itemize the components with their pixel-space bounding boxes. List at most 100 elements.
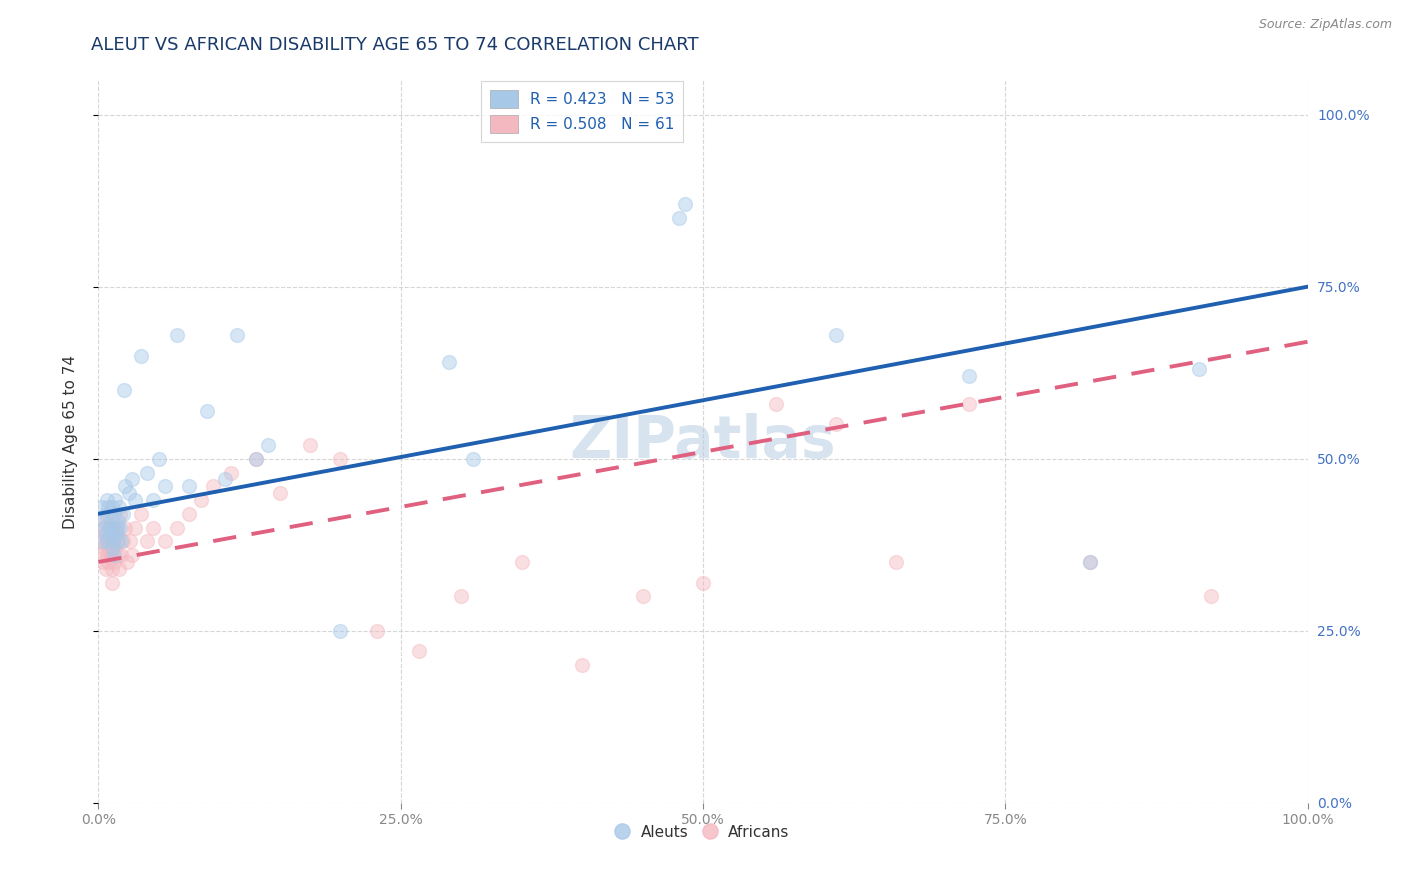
Point bbox=[153, 479, 176, 493]
Point bbox=[96, 534, 118, 549]
Point bbox=[245, 451, 267, 466]
Point bbox=[825, 327, 848, 342]
Point bbox=[100, 562, 122, 576]
Point bbox=[226, 327, 249, 342]
Point bbox=[957, 397, 980, 411]
Point bbox=[100, 548, 122, 562]
Point bbox=[111, 507, 134, 521]
Point bbox=[366, 624, 388, 638]
Point bbox=[825, 417, 848, 432]
Point bbox=[105, 527, 128, 541]
Point bbox=[101, 534, 124, 549]
Point bbox=[105, 520, 128, 534]
Point bbox=[1078, 555, 1101, 569]
Point bbox=[91, 514, 114, 528]
Point bbox=[100, 575, 122, 590]
Point bbox=[135, 466, 157, 480]
Point bbox=[98, 527, 121, 541]
Point bbox=[100, 514, 122, 528]
Point bbox=[98, 534, 121, 549]
Point bbox=[94, 562, 117, 576]
Point bbox=[93, 520, 115, 534]
Point bbox=[110, 548, 132, 562]
Point bbox=[91, 555, 114, 569]
Point bbox=[105, 520, 128, 534]
Point bbox=[190, 493, 212, 508]
Legend: Aleuts, Africans: Aleuts, Africans bbox=[610, 819, 796, 846]
Point bbox=[957, 369, 980, 384]
Text: ZIPatlas: ZIPatlas bbox=[569, 413, 837, 470]
Point bbox=[97, 541, 120, 556]
Point bbox=[631, 590, 654, 604]
Point bbox=[673, 197, 696, 211]
Point bbox=[510, 555, 533, 569]
Point bbox=[108, 520, 131, 534]
Point bbox=[153, 534, 176, 549]
Point bbox=[202, 479, 225, 493]
Point bbox=[103, 548, 125, 562]
Point bbox=[135, 534, 157, 549]
Text: Source: ZipAtlas.com: Source: ZipAtlas.com bbox=[1258, 18, 1392, 31]
Point bbox=[101, 520, 124, 534]
Point bbox=[97, 500, 120, 514]
Point bbox=[179, 479, 201, 493]
Point bbox=[98, 520, 121, 534]
Point bbox=[100, 541, 122, 556]
Point bbox=[129, 349, 152, 363]
Point bbox=[408, 644, 430, 658]
Point bbox=[256, 438, 278, 452]
Point bbox=[166, 520, 188, 534]
Point bbox=[214, 472, 236, 486]
Point bbox=[571, 658, 593, 673]
Point bbox=[112, 383, 135, 397]
Point bbox=[668, 211, 690, 225]
Point bbox=[107, 514, 129, 528]
Point bbox=[886, 555, 908, 569]
Point bbox=[104, 493, 127, 508]
Point bbox=[91, 500, 114, 514]
Point bbox=[94, 514, 117, 528]
Point bbox=[103, 507, 125, 521]
Point bbox=[110, 534, 132, 549]
Point bbox=[96, 534, 118, 549]
Point bbox=[1199, 590, 1222, 604]
Point bbox=[1188, 362, 1211, 376]
Point bbox=[129, 507, 152, 521]
Point bbox=[269, 486, 291, 500]
Point bbox=[463, 451, 485, 466]
Point bbox=[94, 527, 117, 541]
Point bbox=[124, 493, 146, 508]
Point bbox=[221, 466, 243, 480]
Point bbox=[91, 520, 114, 534]
Point bbox=[329, 624, 352, 638]
Point bbox=[91, 534, 114, 549]
Point bbox=[108, 507, 131, 521]
Point bbox=[93, 541, 115, 556]
Point bbox=[108, 562, 131, 576]
Point bbox=[179, 507, 201, 521]
Y-axis label: Disability Age 65 to 74: Disability Age 65 to 74 bbox=[63, 354, 77, 529]
Point bbox=[93, 527, 115, 541]
Point bbox=[118, 486, 141, 500]
Point bbox=[97, 555, 120, 569]
Point bbox=[114, 479, 136, 493]
Point bbox=[114, 520, 136, 534]
Point bbox=[142, 520, 165, 534]
Point bbox=[101, 534, 124, 549]
Point bbox=[166, 327, 188, 342]
Point bbox=[107, 548, 129, 562]
Point bbox=[117, 555, 139, 569]
Point bbox=[121, 472, 143, 486]
Point bbox=[148, 451, 170, 466]
Point bbox=[100, 520, 122, 534]
Point bbox=[100, 527, 122, 541]
Point bbox=[103, 541, 125, 556]
Point bbox=[195, 403, 218, 417]
Point bbox=[108, 500, 131, 514]
Point bbox=[100, 500, 122, 514]
Point bbox=[245, 451, 267, 466]
Point bbox=[101, 520, 124, 534]
Point bbox=[299, 438, 322, 452]
Point bbox=[104, 527, 127, 541]
Point bbox=[765, 397, 787, 411]
